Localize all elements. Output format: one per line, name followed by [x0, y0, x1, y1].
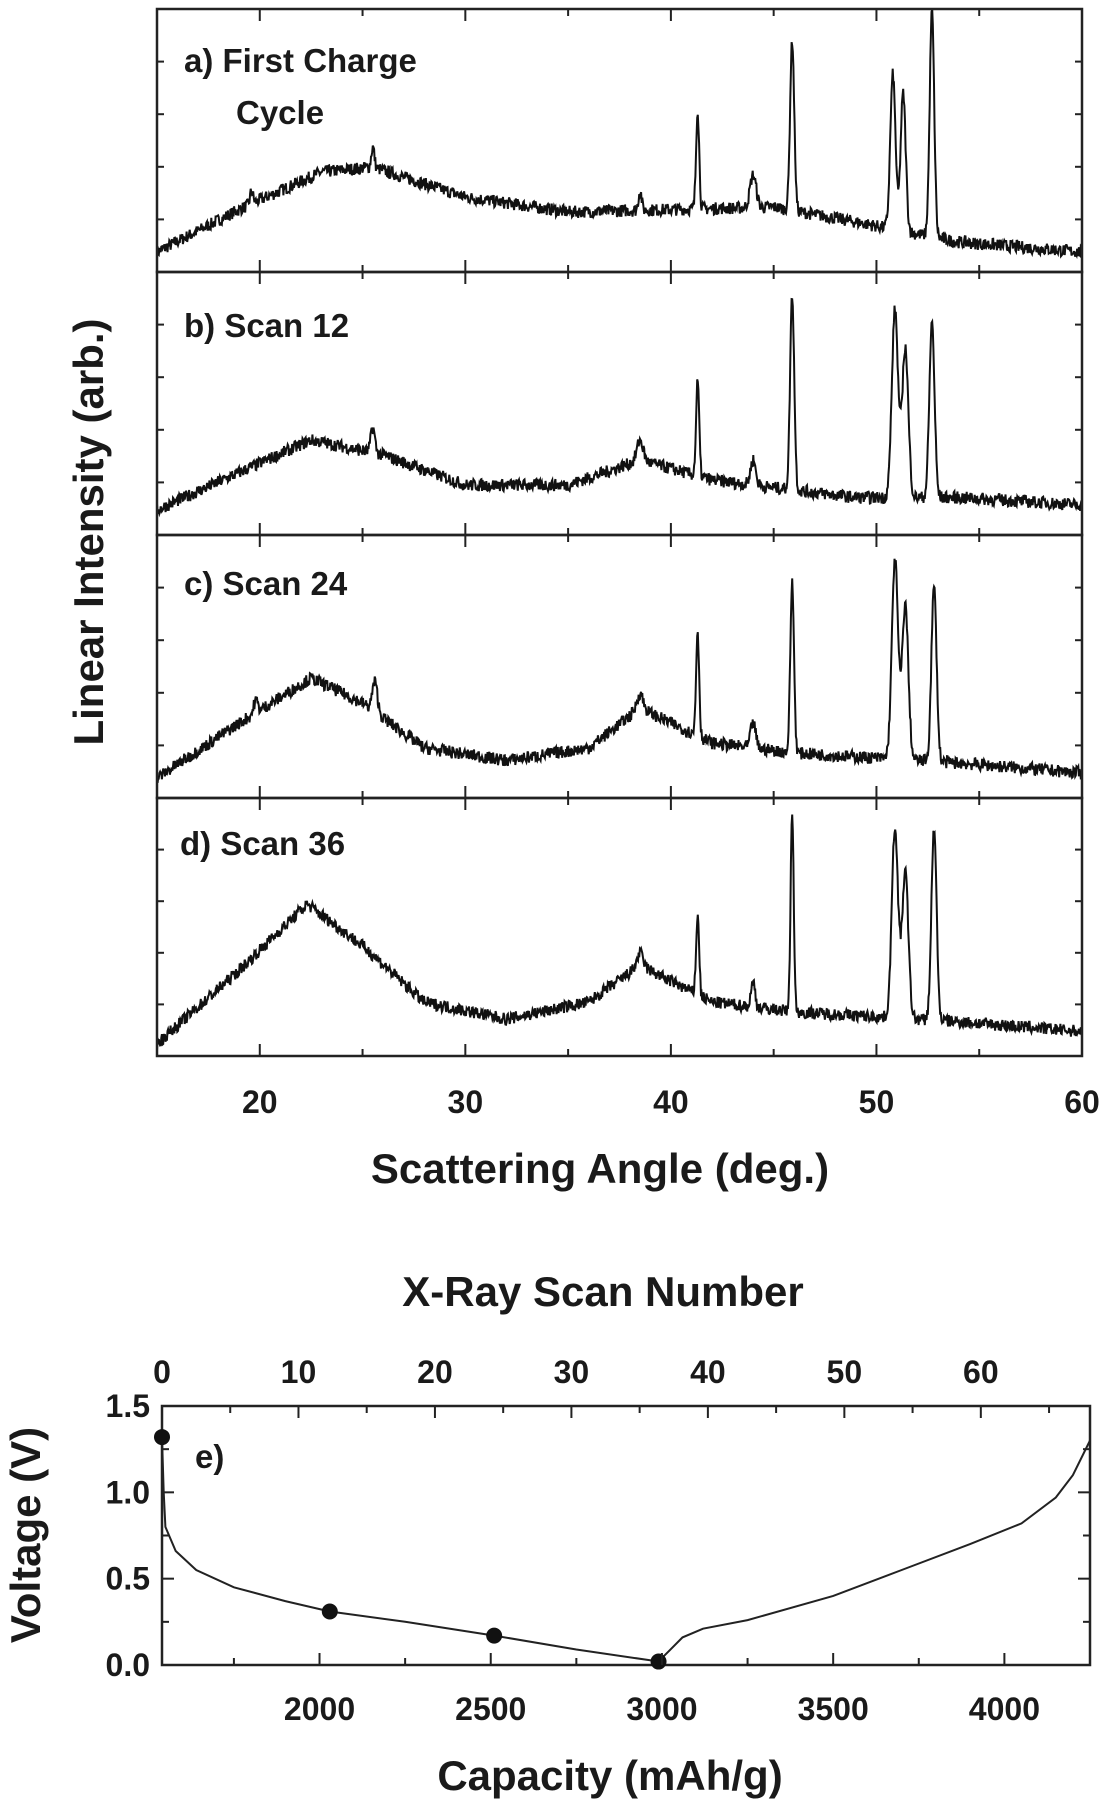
top-x-axis-label: X-Ray Scan Number — [402, 1268, 803, 1315]
bottom-x-axis-label: Capacity (mAh/g) — [437, 1752, 782, 1799]
panel-label-b: b) Scan 12 — [184, 307, 349, 344]
xrd-trace — [156, 558, 1082, 784]
x-tick-label: 50 — [859, 1084, 895, 1120]
scan-tick-label: 60 — [963, 1354, 999, 1390]
xrd-trace — [156, 9, 1083, 260]
capacity-tick-label: 4000 — [969, 1691, 1040, 1727]
scan-tick-label: 30 — [554, 1354, 590, 1390]
scan-marker — [154, 1429, 170, 1446]
plot-frame — [160, 1404, 1092, 1667]
xrd-trace — [156, 814, 1083, 1050]
panel-frame — [155, 796, 1084, 1058]
capacity-tick-label: 2500 — [455, 1691, 526, 1727]
scan-marker — [486, 1627, 503, 1644]
y-axis-label: Linear Intensity (arb.) — [65, 318, 112, 745]
x-tick-label: 40 — [653, 1084, 689, 1120]
scan-tick-label: 20 — [417, 1354, 453, 1390]
capacity-tick-label: 2000 — [284, 1691, 355, 1727]
scan-tick-label: 10 — [281, 1354, 317, 1390]
voltage-panel — [154, 1404, 1092, 1670]
panel-label-a: a) First Charge — [184, 42, 417, 79]
voltage-tick-label: 0.5 — [106, 1561, 150, 1597]
capacity-tick-label: 3000 — [626, 1691, 697, 1727]
voltage-curve — [161, 1437, 1091, 1663]
voltage-tick-label: 1.0 — [106, 1474, 150, 1510]
panel-label-d: d) Scan 36 — [180, 825, 345, 862]
x-axis-label: Scattering Angle (deg.) — [371, 1145, 829, 1192]
panel-label-a-line2: Cycle — [236, 94, 324, 131]
scan-marker — [650, 1653, 667, 1670]
voltage-axis-label: Voltage (V) — [2, 1427, 49, 1643]
scan-tick-label: 50 — [827, 1354, 863, 1390]
panel-label-e: e) — [195, 1438, 224, 1475]
panel-label-c: c) Scan 24 — [184, 565, 348, 602]
voltage-tick-labels: 2000 2500 3000 3500 4000 0 10 20 30 40 50 60 0.0 0.5 1… — [106, 1354, 1040, 1727]
xrd-trace — [156, 297, 1083, 518]
scan-tick-label: 0 — [153, 1354, 171, 1390]
x-tick-label: 30 — [448, 1084, 484, 1120]
x-tick-label: 20 — [242, 1084, 278, 1120]
scan-tick-label: 40 — [690, 1354, 726, 1390]
voltage-tick-label: 0.0 — [106, 1647, 150, 1683]
capacity-tick-label: 3500 — [798, 1691, 869, 1727]
x-tick-label: 60 — [1064, 1084, 1100, 1120]
voltage-tick-label: 1.5 — [106, 1388, 150, 1424]
scan-marker — [321, 1603, 338, 1620]
xrd-panels — [155, 7, 1084, 1058]
